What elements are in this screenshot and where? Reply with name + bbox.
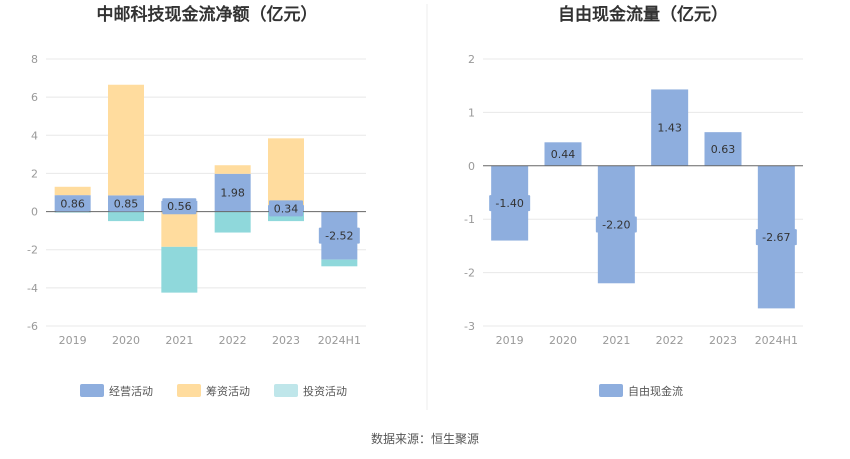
y-tick-label: -2 xyxy=(27,244,38,257)
x-tick-label: 2019 xyxy=(496,334,524,347)
bar-投资活动-2021 xyxy=(161,246,198,293)
data-source: 数据来源：恒生聚源 xyxy=(371,431,479,446)
data-label: 1.98 xyxy=(220,187,245,200)
data-label-bg xyxy=(162,198,197,215)
data-label: -2.67 xyxy=(762,231,790,244)
bar-投资活动-2023 xyxy=(268,211,304,222)
data-label: -2.20 xyxy=(602,219,630,232)
legend-label-筹资活动: 筹资活动 xyxy=(206,384,250,398)
data-label: -2.52 xyxy=(325,230,353,243)
data-label-bg xyxy=(109,195,143,212)
y-tick-label: 0 xyxy=(468,160,475,173)
data-label: 0.63 xyxy=(711,143,736,156)
y-tick-label: 4 xyxy=(31,129,38,142)
bar-投资活动-2022 xyxy=(214,211,251,233)
x-tick-label: 2020 xyxy=(112,334,140,347)
data-label: 0.34 xyxy=(274,202,299,215)
x-tick-label: 2021 xyxy=(165,334,193,347)
y-tick-label: 0 xyxy=(31,206,38,219)
legend-swatch-筹资活动 xyxy=(177,384,201,397)
data-label-bg xyxy=(55,195,90,212)
y-tick-label: 2 xyxy=(468,53,475,66)
y-tick-label: -4 xyxy=(27,282,38,295)
data-label-bg xyxy=(215,184,250,201)
bar-筹资活动-2022 xyxy=(214,165,251,174)
y-tick-label: -3 xyxy=(464,320,475,333)
legend-label-经营活动: 经营活动 xyxy=(109,384,153,398)
y-tick-label: 2 xyxy=(31,167,38,180)
x-tick-label: 2023 xyxy=(709,334,737,347)
chart-title: 中邮科技现金流净额（亿元） xyxy=(97,4,318,25)
data-label-bg xyxy=(755,229,797,246)
x-tick-label: 2020 xyxy=(549,334,577,347)
data-label: 0.86 xyxy=(60,197,85,210)
legend-label-投资活动: 投资活动 xyxy=(303,384,347,398)
bar-筹资活动-2023 xyxy=(268,138,304,206)
data-label: -1.40 xyxy=(495,197,523,210)
x-tick-label: 2019 xyxy=(59,334,87,347)
x-tick-label: 2022 xyxy=(219,334,247,347)
legend-swatch-经营活动 xyxy=(80,384,104,397)
bar-投资活动-2024H1 xyxy=(321,259,358,267)
data-label-bg xyxy=(489,195,531,212)
y-tick-label: -2 xyxy=(464,267,475,280)
bar-筹资活动-2021 xyxy=(161,211,198,247)
legend-swatch-投资活动 xyxy=(274,384,298,397)
data-label-bg xyxy=(652,119,687,136)
x-tick-label: 2021 xyxy=(602,334,630,347)
data-label-bg xyxy=(595,216,637,233)
bar-投资活动-2020 xyxy=(108,211,144,222)
data-label: 0.44 xyxy=(551,148,576,161)
data-label-bg xyxy=(318,227,360,244)
legend-label-自由现金流: 自由现金流 xyxy=(628,384,683,398)
y-tick-label: -1 xyxy=(464,213,475,226)
data-label-bg xyxy=(269,200,303,217)
x-tick-label: 2023 xyxy=(272,334,300,347)
bar-筹资活动-2020 xyxy=(108,84,144,196)
data-label: 1.43 xyxy=(657,122,682,135)
y-tick-label: 6 xyxy=(31,91,38,104)
y-tick-label: 8 xyxy=(31,53,38,66)
data-label: 0.85 xyxy=(114,197,139,210)
free-cash-flow-chart: 自由现金流量（亿元） -3 -2 -1 0 1 2 2019 2020 2021 2022 2023 2… xyxy=(464,4,803,398)
legend-swatch-自由现金流 xyxy=(599,384,623,397)
data-label: 0.56 xyxy=(167,200,192,213)
data-label-bg xyxy=(546,146,580,163)
y-tick-label: -6 xyxy=(27,320,38,333)
x-tick-label: 2024H1 xyxy=(755,334,798,347)
cash-flow-chart: 中邮科技现金流净额（亿元） -6 -4 -2 0 2 4 6 8 2019 2020 2021 2022… xyxy=(27,4,366,398)
y-tick-label: 1 xyxy=(468,106,475,119)
bar-筹资活动-2019 xyxy=(54,186,91,196)
chart-title: 自由现金流量（亿元） xyxy=(558,4,728,25)
data-label-bg xyxy=(706,140,740,157)
x-tick-label: 2024H1 xyxy=(318,334,361,347)
x-tick-label: 2022 xyxy=(656,334,684,347)
